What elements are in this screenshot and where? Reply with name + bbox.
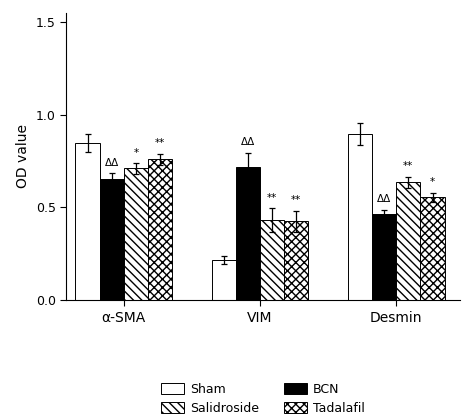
Bar — [124, 168, 148, 300]
Bar — [420, 197, 445, 300]
Bar — [211, 260, 236, 300]
Text: *: * — [430, 177, 435, 187]
Text: *: * — [133, 148, 138, 158]
Bar — [348, 134, 372, 300]
Text: ΔΔ: ΔΔ — [241, 137, 255, 147]
Text: ΔΔ: ΔΔ — [105, 158, 119, 168]
Y-axis label: OD value: OD value — [17, 124, 30, 188]
Text: **: ** — [155, 138, 165, 148]
Bar — [236, 166, 260, 300]
Text: **: ** — [267, 193, 277, 203]
Text: ΔΔ: ΔΔ — [377, 194, 391, 204]
Bar — [260, 221, 284, 300]
Text: **: ** — [291, 195, 301, 205]
Bar — [396, 182, 420, 300]
Legend: Sham, Salidroside, BCN, Tadalafil: Sham, Salidroside, BCN, Tadalafil — [161, 382, 365, 415]
Bar — [372, 214, 396, 300]
Bar — [100, 178, 124, 300]
Text: **: ** — [403, 161, 413, 171]
Bar — [148, 159, 172, 300]
Bar — [284, 221, 309, 300]
Bar — [75, 143, 100, 300]
